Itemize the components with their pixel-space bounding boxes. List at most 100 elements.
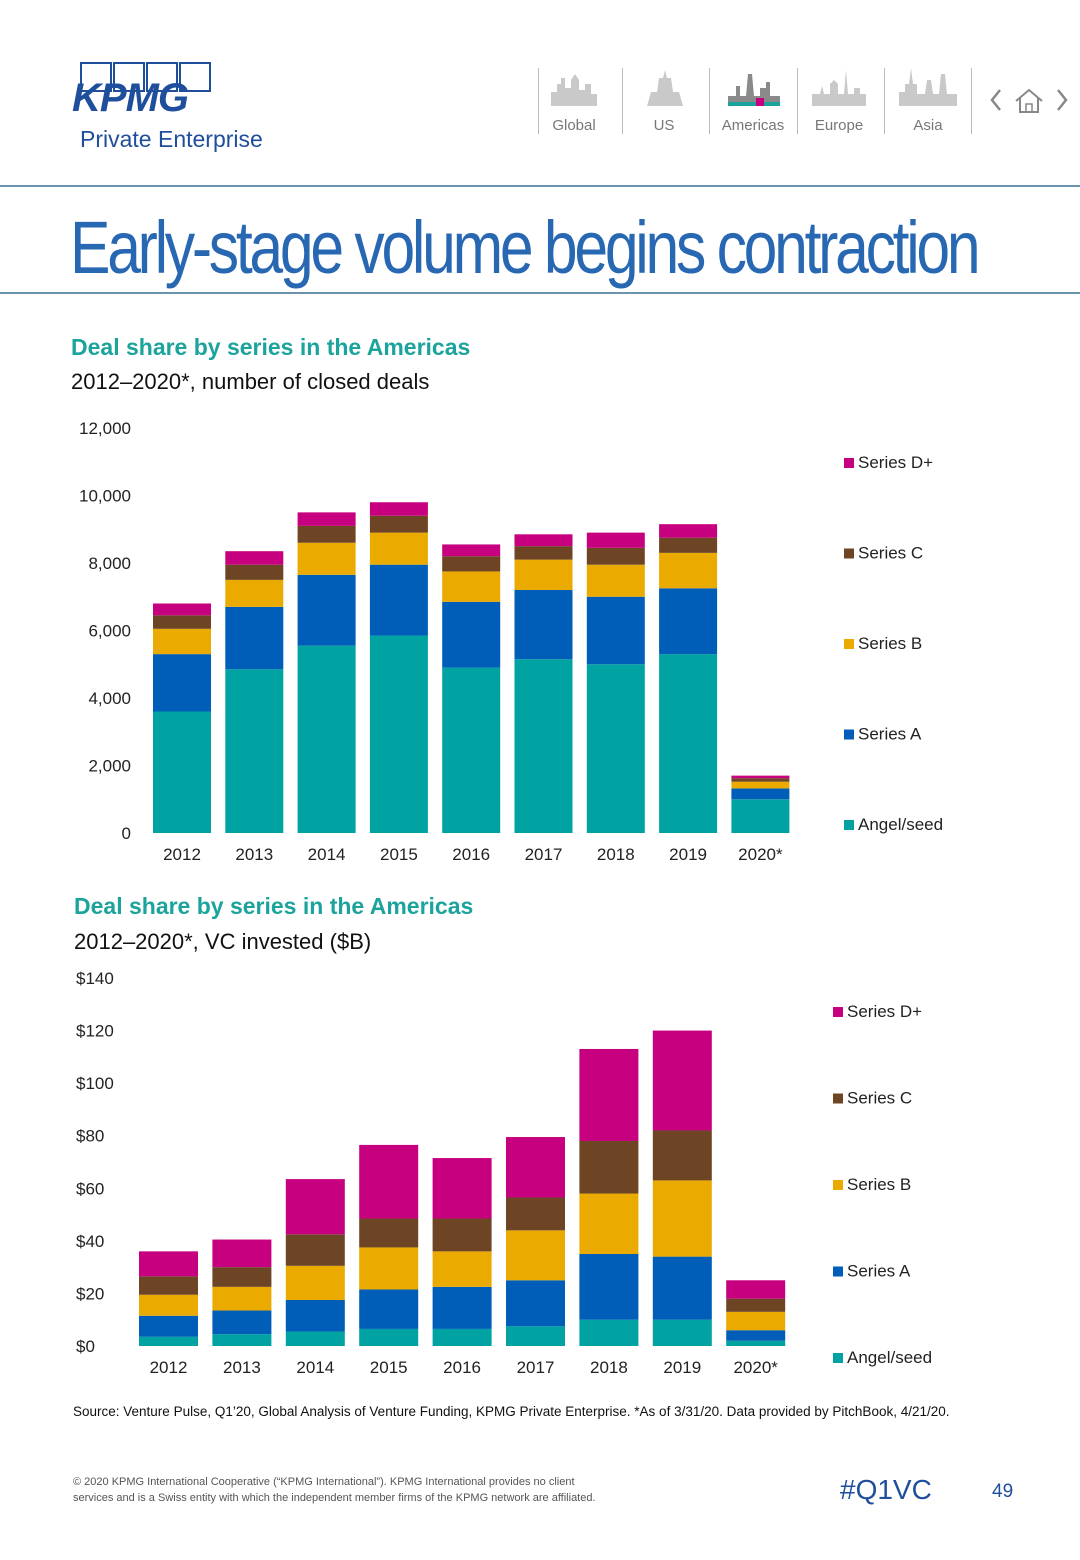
chart1-bar-2016-angel-seed (442, 667, 501, 833)
chart2-y-tick-label: $0 (76, 1337, 95, 1356)
chart2-bar-2020-series-b (726, 1311, 786, 1331)
chart2-y-tick-label: $80 (76, 1127, 104, 1146)
nav-label-us: US (653, 117, 675, 134)
chart1-bar-2012-series-c (153, 615, 211, 629)
chart2-legend-swatch-series-c (833, 1093, 843, 1104)
chart2-x-tick-label: 2019 (663, 1358, 701, 1377)
chart2-bar-2015-angel-seed (359, 1328, 419, 1346)
chart1-title: Deal share by series in the Americas (71, 334, 471, 360)
chart2-bar-2018-series-c (579, 1140, 639, 1194)
chart2-bar-2012-series-d (139, 1251, 198, 1277)
chart1-y-tick-label: 6,000 (88, 622, 131, 641)
chart1-legend-swatch-series-a (844, 729, 854, 740)
chart1-bar-2013-series-a (225, 606, 284, 670)
chart2-legend-label-series-d: Series D+ (847, 1002, 922, 1021)
home-icon[interactable] (1015, 88, 1043, 113)
chart2-bar-2019-series-d (652, 1030, 712, 1131)
chart1-x-tick-label: 2019 (669, 845, 707, 864)
chart2-y-tick-label: $20 (76, 1284, 104, 1303)
chart2-bar-2017-series-b (506, 1230, 565, 1281)
chart1-y-tick-label: 12,000 (79, 419, 131, 438)
copyright-line: services and is a Swiss entity with whic… (73, 1492, 596, 1504)
source-note: Source: Venture Pulse, Q1’20, Global Ana… (73, 1404, 950, 1419)
skyline-asia-icon (899, 68, 957, 106)
chart1-y-tick-label: 0 (122, 824, 131, 843)
chart2-x-tick-label: 2015 (370, 1358, 408, 1377)
nav-divider (797, 68, 798, 134)
nav-controls (990, 88, 1068, 113)
chart1-x-tick-label: 2018 (597, 845, 635, 864)
chevron-left-icon[interactable] (990, 89, 1001, 111)
nav-divider (709, 68, 710, 134)
chart1-bar-2016-series-b (442, 571, 501, 602)
chart2-y-tick-label: $120 (76, 1022, 114, 1041)
chart1-x-tick-label: 2013 (235, 845, 273, 864)
nav-divider (538, 68, 539, 134)
chart1-y-tick-label: 4,000 (88, 689, 131, 708)
copyright-line: © 2020 KPMG International Cooperative (“… (73, 1476, 575, 1488)
chart1-bar-2020-series-c (731, 778, 790, 782)
chart1-bar-2016-series-d (442, 544, 501, 557)
chart1-bar-2014-series-c (297, 525, 356, 543)
chart1-bar-2017-series-a (514, 590, 573, 660)
nav-divider (971, 68, 972, 134)
chart1-bar-2015-series-d (369, 502, 428, 516)
hashtag: #Q1VC (840, 1474, 932, 1505)
chart1-legend-label-series-a: Series A (858, 725, 922, 744)
chart2-bar-2014-angel-seed (285, 1331, 345, 1346)
chart1-bar-2012-series-a (153, 654, 211, 712)
nav-label-asia: Asia (913, 117, 943, 134)
chart2-y-tick-label: $140 (76, 969, 114, 988)
chart1-bar-2016-series-c (442, 556, 501, 572)
chart1-bar-2019-angel-seed (659, 654, 718, 833)
chart2-bar-2016-series-d (432, 1158, 492, 1219)
chart2-bar-2014-series-c (285, 1234, 345, 1266)
chart2-bar-2014-series-d (285, 1179, 345, 1235)
nav-label-europe: Europe (814, 117, 864, 134)
chart2-bar-2019-series-a (652, 1256, 712, 1320)
nav-item-us[interactable]: US (621, 66, 707, 134)
chart1-legend-swatch-series-b (844, 639, 854, 649)
chart1-bar-2020-series-a (731, 788, 790, 800)
chart1-x-tick-label: 2015 (380, 845, 418, 864)
chart2-bar-2014-series-a (285, 1300, 345, 1332)
chart2-bar-2016-angel-seed (432, 1328, 492, 1346)
chart2-bar-2019-series-c (652, 1130, 712, 1181)
chart1-bar-2017-series-c (514, 546, 573, 560)
chart2-bar-2012-angel-seed (139, 1336, 198, 1346)
chart2-bar-2016-series-c (432, 1218, 492, 1252)
chart2-bar-2013-series-a (212, 1310, 272, 1335)
chart2-bar-2013-series-b (212, 1286, 272, 1311)
chart1-bar-2015-series-a (369, 564, 428, 636)
chart2-bar-2013-series-c (212, 1267, 272, 1287)
nav-item-europe[interactable]: Europe (796, 66, 882, 134)
chart1-bar-2019-series-b (659, 552, 718, 589)
skyline-us-icon (647, 70, 683, 106)
chart1-bar-2016-series-a (442, 601, 501, 668)
nav-item-global[interactable]: Global (531, 66, 617, 134)
nav-divider (622, 68, 623, 134)
chart1-bar-2020-series-b (731, 781, 790, 789)
chart1-legend-label-series-d: Series D+ (858, 453, 933, 472)
chart2-legend-swatch-series-b (833, 1180, 843, 1190)
chart1-x-tick-label: 2017 (525, 845, 563, 864)
chart1-bar-2014-series-a (297, 574, 356, 646)
kpmg-logo: KPMG (72, 76, 189, 120)
chart1-y-tick-label: 2,000 (88, 757, 131, 776)
nav-label-americas: Americas (721, 117, 785, 134)
chart1-bar-2018-series-a (586, 596, 645, 665)
chart2-x-tick-label: 2012 (150, 1358, 188, 1377)
chart2-bar-2017-series-d (506, 1137, 565, 1198)
chart1-bar-2013-series-b (225, 579, 284, 607)
chart1-bar-2020-angel-seed (731, 799, 790, 833)
chart2-legend-label-angel-seed: Angel/seed (847, 1348, 932, 1367)
nav-item-asia[interactable]: Asia (885, 66, 971, 134)
chart2-x-tick-label: 2016 (443, 1358, 481, 1377)
chart2-subtitle: 2012–2020*, VC invested ($B) (74, 929, 372, 954)
chart2-bar-2012-series-c (139, 1276, 198, 1295)
chevron-right-icon[interactable] (1057, 89, 1068, 111)
chart1-bar-2015-series-c (369, 515, 428, 533)
chart2-x-tick-label: 2018 (590, 1358, 628, 1377)
nav-item-americas[interactable]: Americas (710, 66, 796, 134)
skyline-europe-icon (812, 70, 866, 106)
